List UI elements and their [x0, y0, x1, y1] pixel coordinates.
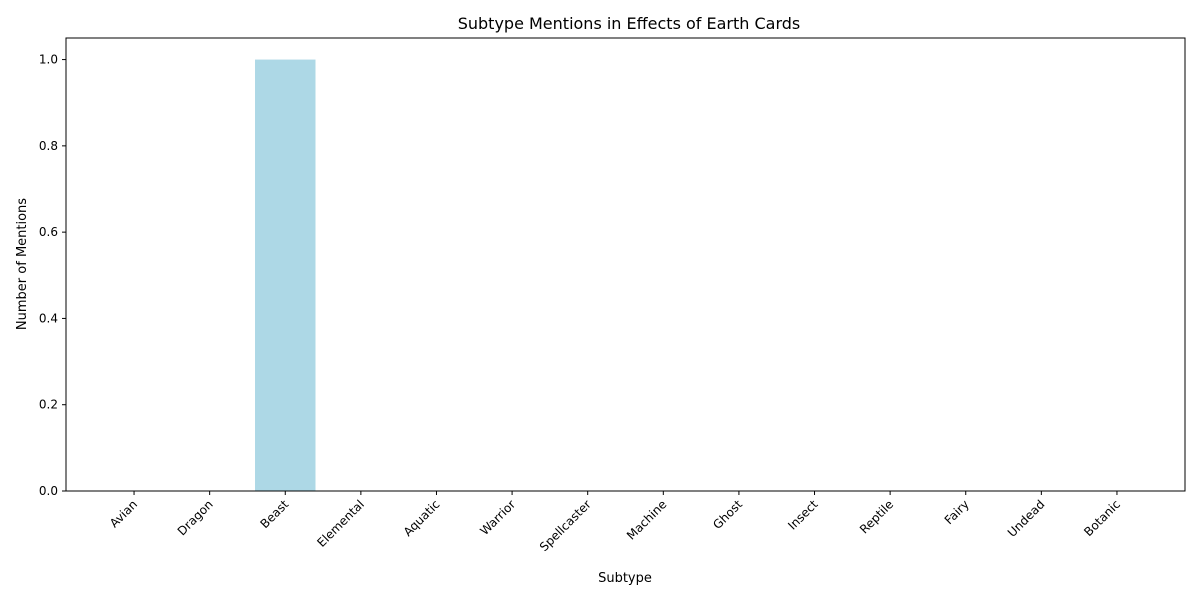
x-tick-label-botanic: Botanic: [1081, 497, 1123, 539]
x-tick-label-fairy: Fairy: [942, 497, 972, 527]
x-tick-label-reptile: Reptile: [857, 497, 896, 536]
x-tick-label-avian: Avian: [107, 497, 140, 530]
y-tick-label: 0.6: [39, 225, 58, 239]
y-tick-label: 1.0: [39, 53, 58, 67]
x-tick-label-warrior: Warrior: [477, 497, 518, 538]
x-tick-label-machine: Machine: [624, 497, 669, 542]
y-axis-label: Number of Mentions: [15, 198, 30, 330]
x-tick-label-spellcaster: Spellcaster: [537, 497, 594, 554]
x-tick-label-beast: Beast: [257, 497, 291, 531]
plot-frame: [65, 37, 1186, 492]
x-axis-label: Subtype: [598, 571, 652, 586]
y-tick-label: 0.4: [39, 311, 58, 325]
x-tick-label-dragon: Dragon: [175, 497, 216, 538]
x-tick-label-elemental: Elemental: [314, 497, 367, 550]
y-tick-label: 0.0: [39, 484, 58, 498]
chart-title: Subtype Mentions in Effects of Earth Car…: [458, 14, 801, 33]
x-tick-label-ghost: Ghost: [710, 497, 745, 532]
x-tick-label-undead: Undead: [1005, 497, 1048, 540]
y-tick-label: 0.2: [39, 398, 58, 412]
x-tick-label-insect: Insect: [785, 497, 821, 533]
bars-group: [255, 59, 316, 491]
bar-beast: [255, 59, 316, 491]
y-tick-label: 0.8: [39, 139, 58, 153]
y-axis: 0.0 0.2 0.4 0.6 0.8 1.0: [39, 53, 66, 498]
x-tick-label-aquatic: Aquatic: [401, 497, 443, 539]
x-axis: Avian Dragon Beast Elemental Aquatic Warrior S…: [107, 491, 1123, 554]
